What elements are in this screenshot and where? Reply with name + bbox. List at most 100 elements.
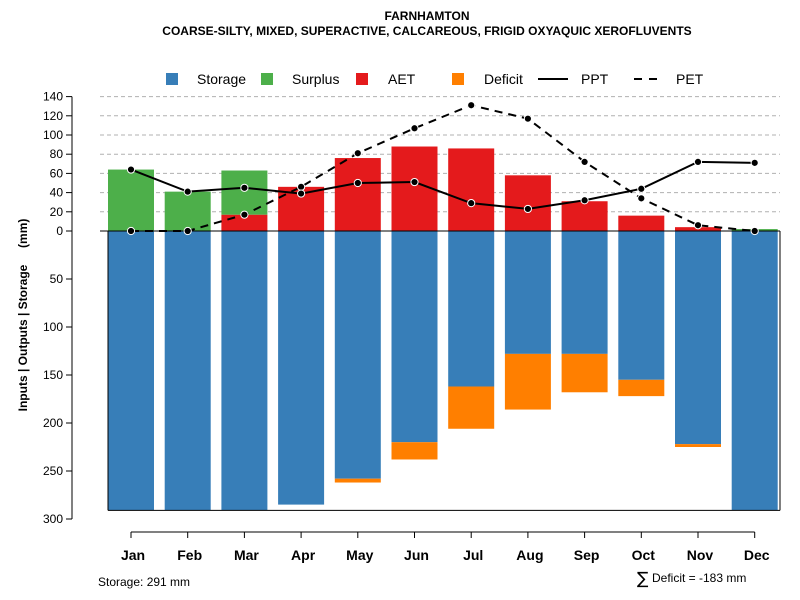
pet-point-sep <box>580 157 589 166</box>
x-tick-label-oct: Oct <box>632 547 656 563</box>
pet-point-dec <box>750 226 759 236</box>
storage-bar-apr <box>278 231 325 505</box>
storage-bar-may <box>334 231 381 479</box>
deficit-bar-may <box>334 478 381 483</box>
x-tick-label-dec: Dec <box>744 547 770 563</box>
pet-point-jul <box>467 101 476 110</box>
legend-label-surplus: Surplus <box>292 71 339 87</box>
pet-point-feb <box>183 226 192 236</box>
ppt-point-jun <box>410 177 419 187</box>
pet-point-jan <box>126 226 136 236</box>
pet-point-mar <box>240 210 249 219</box>
aet-bar-oct <box>618 215 665 231</box>
deficit-bar-jul <box>448 386 495 429</box>
y-axis-label: Inputs | Outputs | Storage (mm) <box>16 219 30 412</box>
ppt-point-jul <box>467 199 476 208</box>
x-tick-label-jul: Jul <box>463 547 483 563</box>
y-tick-label: 150 <box>43 368 63 382</box>
pet-point-apr <box>297 182 306 191</box>
ppt-point-oct <box>637 184 646 193</box>
chart-title: FARNHAMTON <box>384 9 469 23</box>
x-tick-label-feb: Feb <box>177 547 202 563</box>
ppt-point-may <box>353 178 362 188</box>
y-tick-label: 300 <box>43 512 63 526</box>
pet-point-may <box>353 149 362 158</box>
y-tick-label: 250 <box>43 464 63 478</box>
deficit-footer: Deficit = -183 mm <box>652 571 746 585</box>
deficit-bar-sep <box>561 353 608 393</box>
y-tick-label: 80 <box>50 147 64 161</box>
legend-label-ppt: PPT <box>581 71 609 87</box>
ppt-point-jan <box>126 165 136 174</box>
chart-subtitle: COARSE-SILTY, MIXED, SUPERACTIVE, CALCAR… <box>162 24 691 38</box>
y-tick-label: 50 <box>50 272 64 286</box>
legend-label-storage: Storage <box>197 71 246 87</box>
pet-point-nov <box>693 221 703 230</box>
legend-label-pet: PET <box>676 71 704 87</box>
aet-bar-aug <box>504 175 551 231</box>
axes: 0 20 40 60 80 100 120 140 50 100 150 200 250 300 Jan Fe… <box>43 90 781 563</box>
pet-line <box>131 104 755 232</box>
x-tick-label-jan: Jan <box>121 547 145 563</box>
legend-swatch-aet <box>356 73 368 85</box>
ppt-point-sep <box>580 196 589 205</box>
surplus-bar-mar <box>221 170 268 215</box>
pet-point-jun <box>410 124 419 133</box>
storage-bar-feb <box>164 231 211 511</box>
aet-bar-may <box>334 158 381 231</box>
y-tick-label: 200 <box>43 416 63 430</box>
aet-bar-jul <box>448 148 495 231</box>
x-tick-label-jun: Jun <box>404 547 429 563</box>
ppt-point-aug <box>523 204 533 214</box>
storage-bar-nov <box>675 231 721 445</box>
y-tick-label: 100 <box>43 128 63 142</box>
storage-bar-jun <box>391 231 438 443</box>
storage-bar-aug <box>504 231 551 354</box>
bars <box>108 146 778 511</box>
y-tick-label: 120 <box>43 109 63 123</box>
surplus-bar-jan <box>108 169 154 231</box>
gridlines <box>100 96 780 213</box>
ppt-point-dec <box>750 158 759 167</box>
y-tick-label: 60 <box>50 166 64 180</box>
x-tick-label-nov: Nov <box>687 547 714 563</box>
sigma-symbol: ∑ <box>637 569 649 589</box>
storage-bar-dec <box>731 231 778 511</box>
storage-bar-sep <box>561 231 608 354</box>
x-tick-label-aug: Aug <box>516 547 543 563</box>
pet-point-oct <box>637 194 646 203</box>
aet-bar-sep <box>561 201 608 231</box>
surplus-bar-feb <box>164 191 211 231</box>
deficit-bar-aug <box>504 353 551 410</box>
y-tick-label: 20 <box>50 205 64 219</box>
legend-label-deficit: Deficit <box>484 71 523 87</box>
legend-swatch-storage <box>166 73 178 85</box>
ppt-point-feb <box>183 187 192 196</box>
y-tick-label: 140 <box>43 90 63 104</box>
legend-label-aet: AET <box>388 71 416 87</box>
ppt-point-nov <box>693 157 703 166</box>
legend: Storage Surplus AET Deficit PPT PET <box>166 71 704 87</box>
y-tick-label: 40 <box>50 186 64 200</box>
x-tick-label-may: May <box>346 547 373 563</box>
legend-swatch-deficit <box>452 73 464 85</box>
x-tick-label-sep: Sep <box>574 547 600 563</box>
legend-swatch-surplus <box>261 73 273 85</box>
deficit-bar-oct <box>618 379 665 397</box>
lines <box>126 101 759 236</box>
ppt-line <box>130 160 755 210</box>
x-tick-label-apr: Apr <box>291 547 316 563</box>
storage-bar-jul <box>448 231 495 387</box>
ppt-point-apr <box>297 189 306 198</box>
pet-point-aug <box>523 114 533 123</box>
storage-bar-jan <box>108 231 154 511</box>
storage-bar-mar <box>221 231 268 511</box>
deficit-bar-jun <box>391 442 438 460</box>
y-tick-label: 100 <box>43 320 63 334</box>
storage-bar-oct <box>618 231 665 380</box>
deficit-bar-nov <box>675 444 721 447</box>
ppt-point-mar <box>240 183 249 192</box>
storage-footer: Storage: 291 mm <box>98 575 190 589</box>
y-tick-label: 0 <box>56 224 63 238</box>
